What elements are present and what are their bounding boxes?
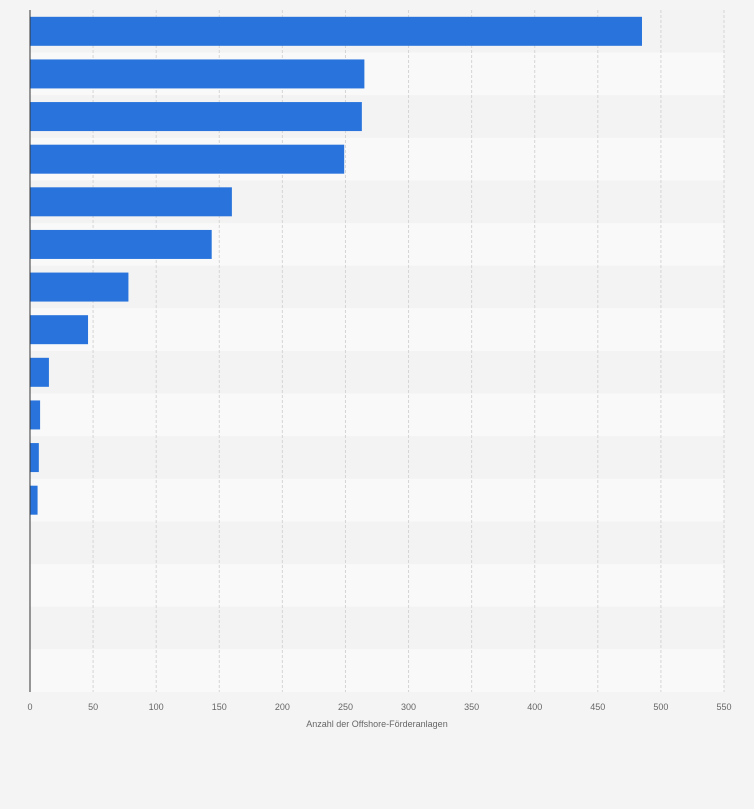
row-band xyxy=(30,564,724,607)
row-band xyxy=(30,265,724,309)
bar[interactable] xyxy=(30,187,232,217)
bar[interactable] xyxy=(30,443,39,473)
x-tick-label: 100 xyxy=(149,702,164,712)
x-tick-label: 300 xyxy=(401,702,416,712)
x-tick-label: 250 xyxy=(338,702,353,712)
row-band xyxy=(30,436,724,479)
row-band xyxy=(30,308,724,351)
bar[interactable] xyxy=(30,229,212,259)
x-tick-label: 0 xyxy=(27,702,32,712)
row-band xyxy=(30,351,724,394)
bars xyxy=(30,16,642,515)
bar[interactable] xyxy=(30,144,345,174)
x-tick-label: 150 xyxy=(212,702,227,712)
row-band xyxy=(30,521,724,565)
x-tick-label: 450 xyxy=(590,702,605,712)
bar[interactable] xyxy=(30,315,89,345)
x-tick-label: 350 xyxy=(464,702,479,712)
grid-lines xyxy=(92,10,725,692)
x-axis-ticks: 0 50 100 150 200 250 300 350 400 450 500 550 xyxy=(27,702,731,712)
x-tick-label: 400 xyxy=(527,702,542,712)
bar[interactable] xyxy=(30,59,365,89)
row-band xyxy=(30,649,724,692)
row-band xyxy=(30,606,724,650)
bar[interactable] xyxy=(30,102,362,132)
row-band xyxy=(30,478,724,522)
x-tick-label: 50 xyxy=(88,702,98,712)
x-tick-label: 200 xyxy=(275,702,290,712)
bar[interactable] xyxy=(30,485,38,515)
bar[interactable] xyxy=(30,357,49,387)
bar[interactable] xyxy=(30,272,129,302)
x-tick-label: 500 xyxy=(653,702,668,712)
bar[interactable] xyxy=(30,400,41,430)
x-tick-label: 550 xyxy=(716,702,731,712)
row-band xyxy=(30,393,724,437)
x-axis-title: Anzahl der Offshore-Förderanlagen xyxy=(306,719,447,729)
bar[interactable] xyxy=(30,16,642,46)
